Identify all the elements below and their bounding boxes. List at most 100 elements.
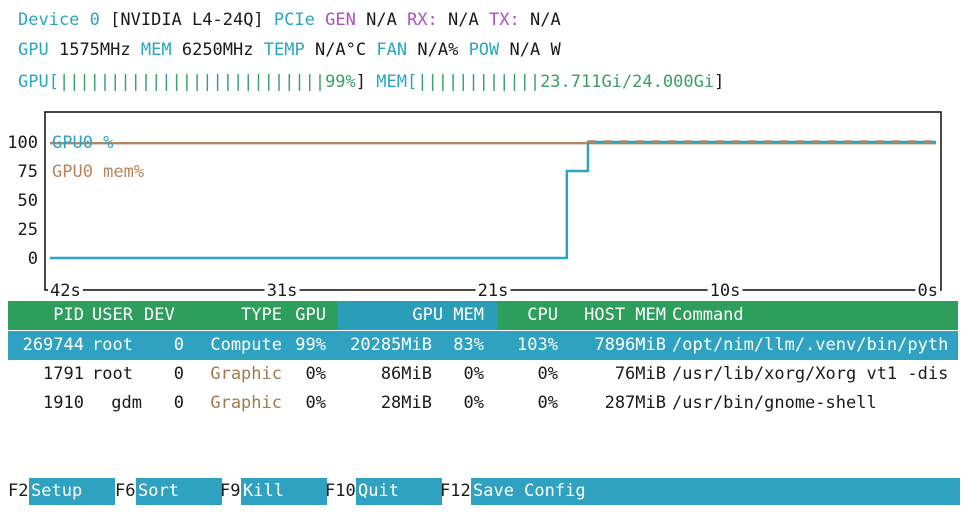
header-gpu-mem[interactable]: GPU MEM	[412, 305, 484, 325]
f9-key: F9	[220, 481, 241, 501]
row-type: Compute	[210, 335, 282, 355]
row-gpu: 99%	[295, 335, 326, 355]
table-header: PID USER DEV TYPE GPU GPU MEM CPU HOST M…	[8, 301, 958, 330]
row-pid: 269744	[22, 335, 84, 355]
header-bg-teal	[338, 301, 498, 330]
save-config-button[interactable]: Save Config	[471, 478, 960, 505]
pow-label: POW	[468, 40, 500, 60]
x-tick-label: 10s	[710, 281, 741, 300]
x-tick-bg	[915, 280, 940, 300]
device-info-line: Device 0 [NVIDIA L4-24Q] PCIe GEN N/A RX…	[18, 8, 561, 32]
row-cpu: 0%	[537, 393, 558, 413]
x-tick-label: 0s	[918, 281, 938, 300]
table-row-selected[interactable]: 269744 root 0 Compute 99% 20285MiB 83% 1…	[8, 331, 958, 360]
row-type: Graphic	[210, 393, 282, 413]
pcie-label: PCIe	[273, 10, 315, 30]
temp-label: TEMP	[263, 40, 305, 60]
row-gpu: 0%	[305, 393, 326, 413]
row-pid: 1910	[43, 393, 84, 413]
row-gpu-mem-pct: 0%	[463, 364, 484, 384]
sort-button[interactable]: Sort	[136, 478, 222, 505]
f2-key: F2	[8, 481, 29, 501]
header-pid[interactable]: PID	[53, 305, 84, 325]
row-gpu-mem: 20285MiB	[350, 335, 432, 355]
y-tick-label: 50	[18, 191, 38, 211]
row-dev: 0	[173, 335, 184, 355]
header-gpu[interactable]: GPU	[295, 305, 326, 325]
y-tick-label: 100	[7, 133, 38, 153]
gen-value: N/A	[366, 10, 397, 30]
x-tick-bg	[48, 280, 83, 300]
clock-info-line: GPU 1575MHz MEM 6250MHz TEMP N/A°C FAN N…	[18, 38, 561, 62]
row-command: /opt/nim/llm/.venv/bin/pyth	[672, 335, 949, 355]
gpu-clock-value: 1575MHz	[58, 40, 131, 60]
pow-value: N/A W	[509, 40, 561, 60]
row-host-mem: 76MiB	[614, 364, 666, 384]
chart-frame	[44, 111, 942, 291]
row-host-mem: 287MiB	[604, 393, 666, 413]
row-gpu: 0%	[305, 364, 326, 384]
tx-value: N/A	[529, 10, 561, 30]
mem-meter-close: ]	[714, 72, 725, 92]
device-name: [NVIDIA L4-24Q]	[110, 10, 264, 30]
header-bg-green-2	[498, 301, 958, 330]
x-tick-label: 42s	[50, 281, 81, 300]
gpu-meter-close: ]	[355, 72, 367, 92]
header-cpu[interactable]: CPU	[527, 305, 558, 325]
row-cpu: 103%	[517, 335, 558, 355]
rx-value: N/A	[448, 10, 479, 30]
header-host-mem[interactable]: HOST MEM	[584, 305, 666, 325]
setup-button[interactable]: Setup	[29, 478, 115, 505]
f10-key: F10	[325, 481, 356, 501]
legend-gpu-percent: GPU0 %	[52, 133, 113, 153]
rx-label: RX:	[407, 10, 438, 30]
row-user: gdm	[111, 393, 142, 413]
x-tick-label: 31s	[267, 281, 298, 300]
gen-label: GEN	[325, 10, 356, 30]
row-user: root	[92, 335, 133, 355]
table-row[interactable]: 1791 root 0 Graphic 0% 86MiB 0% 0% 76MiB…	[8, 360, 958, 389]
legend-gpu-mem-percent: GPU0 mem%	[52, 162, 144, 182]
table-row[interactable]: 1910 gdm 0 Graphic 0% 28MiB 0% 0% 287MiB…	[8, 389, 958, 418]
row-user: root	[92, 364, 133, 384]
header-type[interactable]: TYPE	[241, 305, 282, 325]
mem-meter-bars: ||||||||||||	[417, 72, 541, 92]
header-bg-green	[8, 301, 338, 330]
row-command: /usr/lib/xorg/Xorg vt1 -dis	[672, 364, 949, 384]
f6-key: F6	[115, 481, 136, 501]
mem-clock-value: 6250MHz	[181, 40, 254, 60]
gpu-usage-chart: 100 75 50 25 0 42s 31s 21s 10s 0s GPU0 % GPU0 mem…	[7, 111, 942, 300]
mem-meter-text: 23.711Gi/24.000Gi	[540, 72, 715, 92]
gpu-meter-bars: ||||||||||||||||||||||||||	[58, 72, 326, 92]
x-tick-bg	[707, 280, 743, 300]
gpu-clock-label: GPU	[18, 40, 49, 60]
tx-label: TX:	[489, 10, 520, 30]
row-cpu: 0%	[537, 364, 558, 384]
x-tick-label: 21s	[478, 281, 509, 300]
row-gpu-mem: 28MiB	[380, 393, 432, 413]
row-host-mem: 7896MiB	[594, 335, 666, 355]
row-gpu-mem-pct: 0%	[463, 393, 484, 413]
x-tick-bg	[264, 280, 300, 300]
gpu-meter-label: GPU[	[18, 72, 59, 92]
row-type: Graphic	[210, 364, 282, 384]
header-user[interactable]: USER	[92, 305, 133, 325]
row-pid: 1791	[43, 364, 84, 384]
fan-label: FAN	[376, 40, 408, 60]
row-command: /usr/bin/gnome-shell	[672, 393, 877, 413]
row-gpu-mem: 86MiB	[380, 364, 432, 384]
x-tick-bg	[475, 280, 511, 300]
y-tick-label: 25	[18, 220, 38, 240]
mem-clock-label: MEM	[140, 40, 172, 60]
y-tick-label: 0	[28, 249, 38, 269]
kill-button[interactable]: Kill	[241, 478, 327, 505]
gpu-percent-line	[50, 140, 936, 260]
row-gpu-mem-pct: 83%	[453, 335, 484, 355]
header-command[interactable]: Command	[672, 305, 744, 325]
meter-line: GPU[||||||||||||||||||||||||||99%] MEM[|…	[18, 70, 724, 94]
quit-button[interactable]: Quit	[356, 478, 442, 505]
gpu-meter-text: 99%	[325, 72, 356, 92]
header-dev[interactable]: DEV	[144, 305, 175, 325]
function-key-bar: F2 Setup F6 Sort F9 Kill F10 Quit F12 Sa…	[8, 478, 960, 505]
y-tick-label: 75	[18, 162, 38, 182]
